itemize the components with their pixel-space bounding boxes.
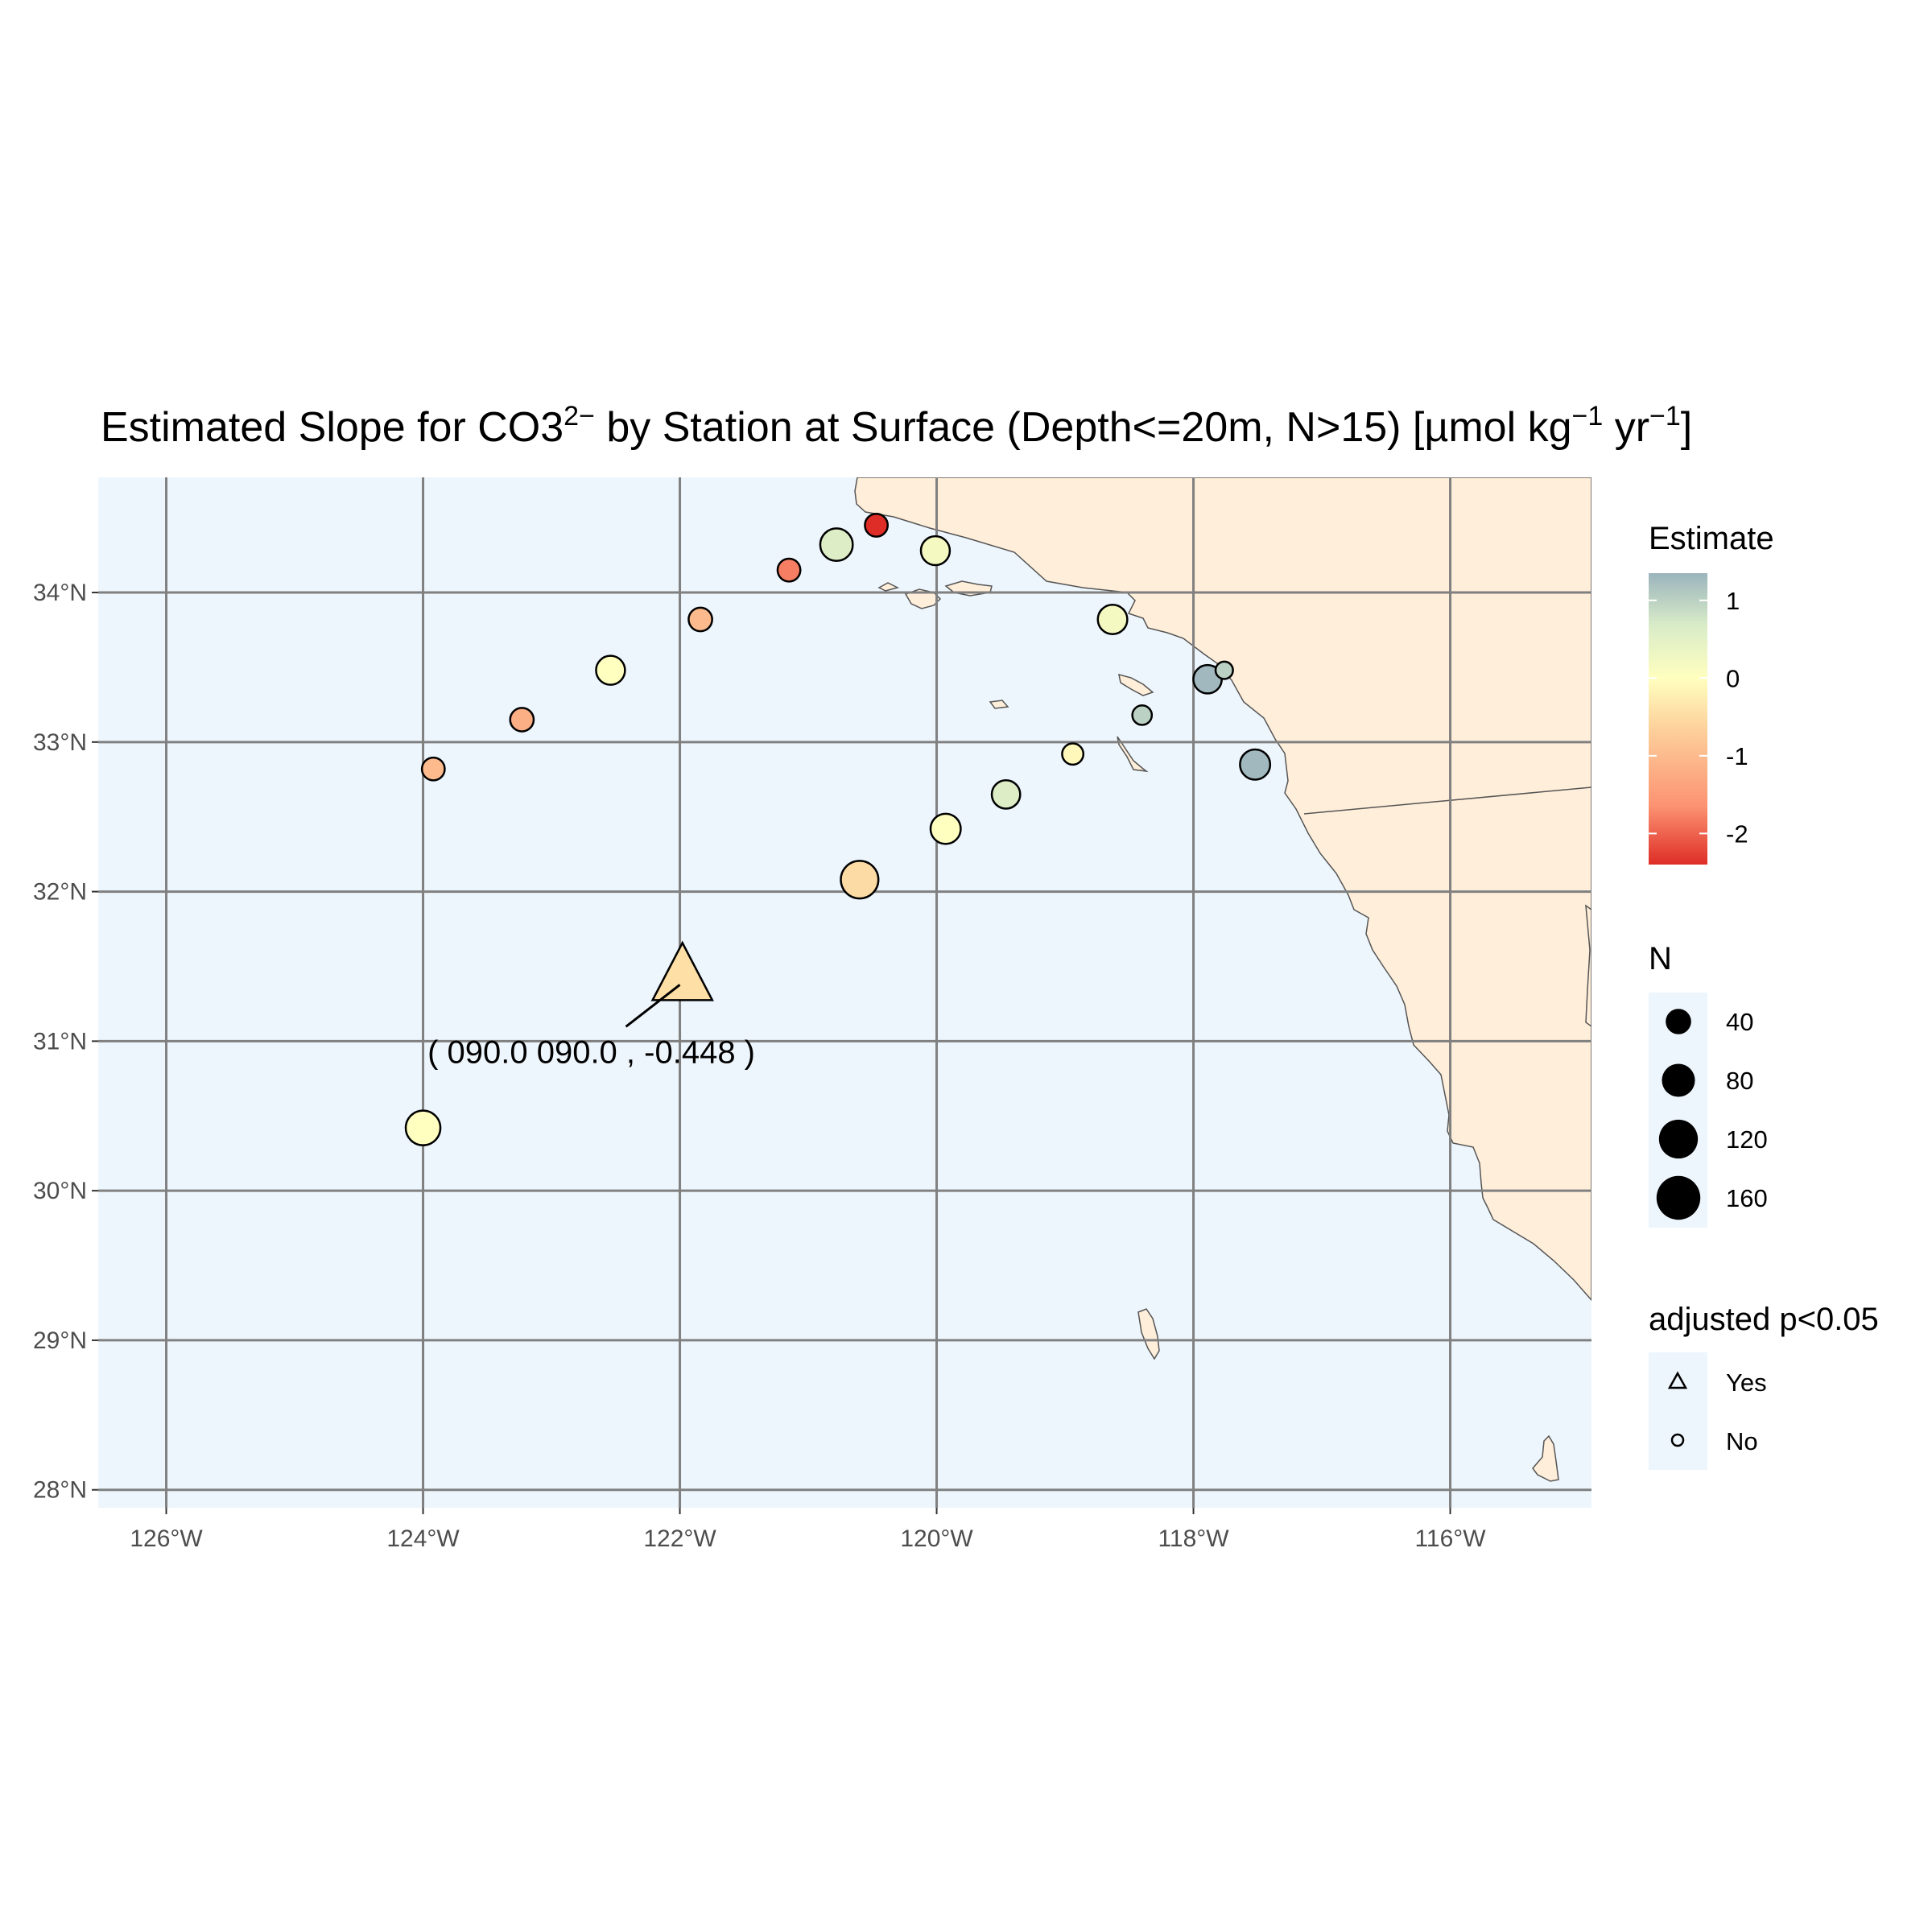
x-tick-label: 124°W — [386, 1525, 460, 1552]
sig-legend-keys — [1649, 1352, 1707, 1470]
stations — [404, 513, 1272, 1146]
x-tick-label: 126°W — [130, 1525, 203, 1552]
station-marker — [1214, 660, 1234, 680]
y-tick-label: 34°N — [33, 580, 87, 606]
size-key-dot — [1658, 1119, 1699, 1159]
station-marker — [595, 654, 626, 686]
station-marker — [1061, 742, 1085, 766]
legend-title-n: N — [1649, 941, 1672, 976]
size-key-dot — [1662, 1063, 1695, 1097]
size-key-label: 80 — [1726, 1067, 1753, 1095]
size-key-label: 120 — [1726, 1125, 1768, 1154]
station-marker — [687, 606, 713, 633]
colorbar-label: -2 — [1726, 819, 1748, 848]
colorbar-label: -1 — [1726, 742, 1748, 770]
estimate-legend: Estimate 1 0 -1 -2 — [1649, 521, 1774, 865]
y-tick-label: 32°N — [33, 879, 87, 906]
station-marker-significant — [650, 940, 714, 1001]
station-marker — [1131, 704, 1154, 726]
size-key-label: 40 — [1726, 1008, 1753, 1036]
n-legend: N 40 80 120 160 — [1649, 941, 1768, 1228]
size-key-dot — [1666, 1009, 1691, 1034]
estimate-colorbar — [1649, 573, 1707, 865]
sig-legend: adjusted p<0.05 Yes No — [1649, 1302, 1879, 1470]
y-tick-label: 31°N — [33, 1028, 87, 1055]
island — [1117, 736, 1149, 773]
circle-icon — [1670, 1433, 1685, 1447]
mainland-coast — [854, 477, 1591, 1302]
us-mexico-border — [1303, 786, 1591, 815]
triangle-icon — [1667, 1371, 1688, 1389]
station-marker — [1096, 603, 1129, 636]
x-axis: 126°W 124°W 122°W 120°W 118°W 116°W — [130, 1508, 1486, 1552]
legend-sig-yes: Yes — [1726, 1368, 1767, 1397]
station-marker — [840, 860, 880, 900]
x-tick-label: 118°W — [1158, 1525, 1229, 1552]
island — [877, 582, 900, 592]
legend-sig-no: No — [1726, 1427, 1758, 1455]
island — [1532, 1435, 1559, 1482]
annotation-label: ( 090.0 090.0 , -0.448 ) — [427, 1034, 755, 1070]
station-marker — [1239, 748, 1272, 781]
station-marker — [404, 1109, 442, 1146]
size-key-dot — [1656, 1175, 1701, 1220]
y-tick-label: 30°N — [33, 1178, 87, 1204]
island — [1137, 1308, 1160, 1360]
station-marker — [919, 535, 952, 567]
x-tick-label: 120°W — [900, 1525, 973, 1552]
station-marker — [929, 812, 962, 845]
annotation-leader — [625, 984, 681, 1028]
island — [1118, 673, 1154, 696]
size-key-label: 160 — [1726, 1184, 1768, 1212]
legend-title-sig: adjusted p<0.05 — [1649, 1302, 1879, 1337]
legend-title-estimate: Estimate — [1649, 521, 1774, 556]
chart-title: Estimated Slope for CO32− by Station at … — [101, 401, 1692, 451]
y-tick-label: 29°N — [33, 1327, 87, 1354]
colorbar-label: 1 — [1726, 587, 1740, 615]
station-marker — [864, 513, 889, 538]
island — [1585, 904, 1591, 1027]
y-tick-label: 28°N — [33, 1477, 87, 1504]
x-tick-label: 116°W — [1414, 1525, 1486, 1552]
station-marker — [776, 557, 802, 583]
graticule — [98, 477, 1591, 1508]
station-marker — [420, 756, 446, 782]
x-tick-label: 122°W — [643, 1525, 716, 1552]
island — [989, 700, 1009, 709]
station-marker — [509, 707, 535, 733]
station-marker — [819, 527, 854, 563]
y-axis: 28°N 29°N 30°N 31°N 32°N 33°N 34°N — [33, 580, 98, 1504]
station-marker — [990, 778, 1022, 810]
colorbar-label: 0 — [1726, 664, 1740, 692]
y-tick-label: 33°N — [33, 729, 87, 756]
